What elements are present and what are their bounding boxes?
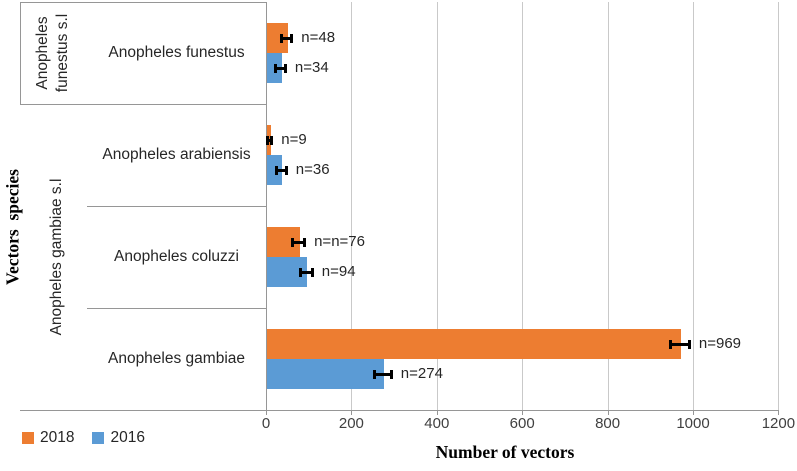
error-bar-2016-anopheles-coluzzi: [298, 267, 314, 277]
x-tick-label-800: 800: [595, 415, 621, 432]
error-bar-2018-anopheles-coluzzi: [290, 237, 307, 247]
x-axis-title: Number of vectors: [435, 442, 575, 462]
axis-tick-1200: [778, 410, 780, 415]
data-label-2018-anopheles-coluzzi: n=n=76: [314, 233, 365, 250]
error-bar-cap: [389, 369, 393, 379]
error-bar-cap: [284, 165, 288, 175]
group-label-anopheles-gambiae-s-l: Anopheles gambiae s.l: [47, 178, 65, 336]
data-label-2016-anopheles-gambiae: n=274: [400, 365, 443, 382]
axis-tick-800: [607, 410, 609, 415]
legend-item-2016: 2016: [92, 429, 145, 446]
group-separator: [20, 104, 266, 105]
category-separator-2: [87, 308, 266, 309]
axis-tick-0: [266, 410, 267, 415]
bar-2016-anopheles-gambiae: [267, 359, 384, 389]
y-axis-title: Vectors species: [2, 169, 23, 285]
error-bar-cap: [668, 339, 672, 349]
legend-label-2016: 2016: [110, 429, 145, 446]
error-bar-cap: [373, 369, 377, 379]
x-tick-label-1000: 1000: [676, 415, 710, 432]
category-label-anopheles-funestus: Anopheles funestus: [108, 44, 245, 61]
legend-swatch-2018: [22, 432, 34, 444]
error-bar-cap: [275, 165, 278, 175]
error-bar-2018-anopheles-arabiensis: [266, 135, 274, 145]
axis-tick-400: [436, 410, 438, 415]
data-label-2016-anopheles-funestus: n=34: [294, 59, 329, 76]
error-bar-line: [274, 66, 287, 70]
error-bar-cap: [283, 63, 287, 73]
gridline-400: [436, 2, 438, 410]
error-bar-cap: [687, 339, 691, 349]
x-tick-label-600: 600: [509, 415, 535, 432]
gridline-1200: [778, 2, 780, 410]
error-bar-cap: [270, 135, 274, 145]
x-tick-label-200: 200: [338, 415, 364, 432]
error-bar-2018-anopheles-gambiae: [668, 339, 691, 349]
plot-top-border: [20, 2, 266, 3]
error-bar-2016-anopheles-funestus: [274, 63, 287, 73]
gridline-200: [351, 2, 353, 410]
error-bar-cap: [303, 237, 307, 247]
error-bar-line: [668, 342, 691, 346]
gridline-800: [607, 2, 609, 410]
axis-tick-200: [351, 410, 353, 415]
category-label-anopheles-coluzzi: Anopheles coluzzi: [114, 248, 239, 265]
error-bar-line: [373, 372, 393, 376]
x-tick-label-0: 0: [261, 415, 271, 432]
error-bar-line: [275, 168, 288, 172]
group-label-anopheles-funestus-s-l: Anopheles funestus s.l: [33, 13, 71, 93]
category-separator-1: [87, 206, 266, 207]
group-col-left-border: [20, 2, 21, 104]
bar-2016-anopheles-arabiensis: [267, 155, 283, 185]
error-bar-cap: [266, 135, 270, 145]
gridline-600: [522, 2, 524, 410]
data-label-2016-anopheles-arabiensis: n=36: [295, 161, 330, 178]
legend-label-2018: 2018: [40, 429, 75, 446]
error-bar-cap: [310, 267, 314, 277]
error-bar-line: [290, 240, 307, 244]
bar-2018-anopheles-funestus: [267, 23, 288, 53]
y-axis-line: [266, 2, 267, 410]
legend-item-2018: 2018: [22, 429, 75, 446]
error-bar-cap: [274, 63, 278, 73]
error-bar-2016-anopheles-arabiensis: [275, 165, 288, 175]
x-tick-label-400: 400: [424, 415, 450, 432]
error-bar-line: [298, 270, 314, 274]
axis-tick-600: [522, 410, 524, 415]
legend: 2018 2016: [22, 429, 145, 446]
error-bar-cap: [279, 33, 283, 43]
bar-2018-anopheles-gambiae: [267, 329, 681, 359]
error-bar-cap: [290, 237, 294, 247]
x-tick-label-1200: 1200: [761, 415, 796, 432]
x-axis-line: [20, 410, 780, 411]
category-label-anopheles-arabiensis: Anopheles arabiensis: [102, 146, 251, 163]
error-bar-2016-anopheles-gambiae: [373, 369, 393, 379]
legend-swatch-2016: [92, 432, 105, 444]
category-label-anopheles-gambiae: Anopheles gambiae: [107, 350, 246, 367]
error-bar-cap: [290, 33, 294, 43]
error-bar-cap: [298, 267, 302, 277]
axis-tick-1000: [693, 410, 694, 415]
gridline-1000: [693, 2, 694, 410]
error-bar-line: [279, 36, 294, 40]
data-label-2018-anopheles-funestus: n=48: [301, 29, 336, 46]
data-label-2018-anopheles-arabiensis: n=9: [281, 131, 307, 148]
error-bar-line: [266, 138, 274, 142]
error-bar-2018-anopheles-funestus: [279, 33, 294, 43]
data-label-2016-anopheles-coluzzi: n=94: [321, 263, 356, 280]
data-label-2018-anopheles-gambiae: n=969: [698, 335, 742, 352]
